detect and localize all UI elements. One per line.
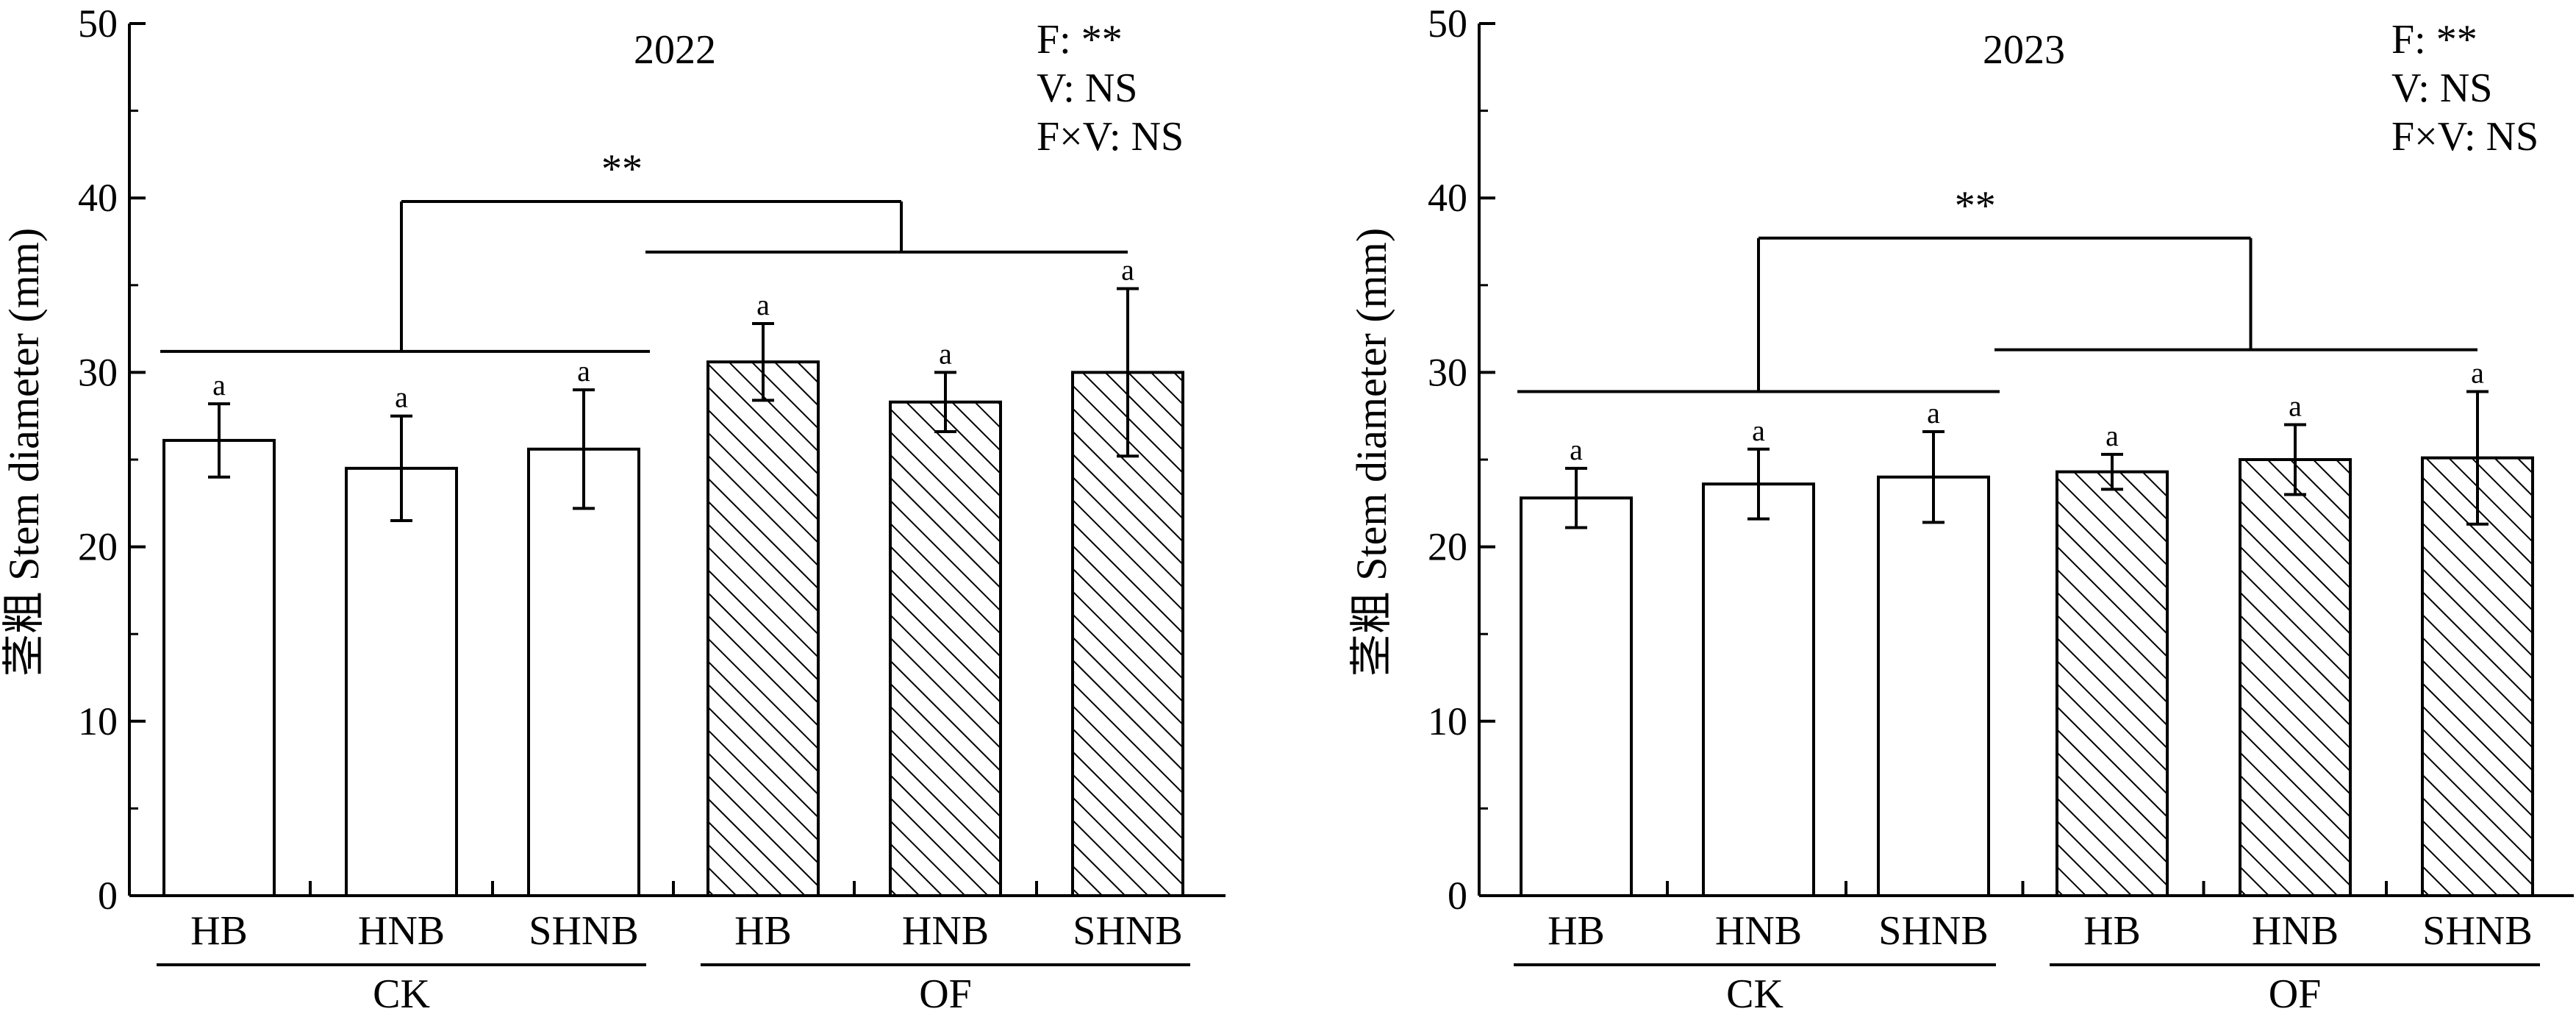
- significance-letter: a: [1570, 433, 1583, 466]
- significance-letter: a: [395, 381, 408, 414]
- significance-stars: **: [1955, 183, 1996, 229]
- significance-letter: a: [2289, 390, 2302, 423]
- significance-letter: a: [212, 368, 226, 402]
- significance-letter: a: [2105, 419, 2119, 452]
- significance-letter: a: [577, 354, 590, 388]
- y-tick-label: 40: [1428, 176, 1467, 220]
- y-tick-label: 30: [1428, 350, 1467, 394]
- y-tick-label: 0: [98, 874, 118, 918]
- stats-label: F×V: NS: [2391, 114, 2539, 160]
- x-tick-label: SHNB: [529, 908, 638, 954]
- bar-OF-HNB: [2239, 458, 2352, 897]
- significance-letter: a: [1121, 254, 1134, 287]
- stats-label: F: **: [1037, 17, 1123, 63]
- bar-CK-SHNB: [527, 447, 640, 897]
- chart-title: 2023: [1983, 27, 2065, 73]
- chart-panel-2022: 0 10 20 30 40 50 茎粗 Stem diameter (mm) 2022 F: *…: [0, 1, 1226, 1017]
- bar-OF-SHNB: [1071, 371, 1184, 897]
- y-axis-label: 茎粗 Stem diameter (mm): [0, 228, 48, 677]
- x-tick-label: SHNB: [1878, 908, 1988, 954]
- y-tick-label: 50: [78, 1, 118, 46]
- x-tick-label: HNB: [902, 908, 989, 954]
- y-tick-label: 10: [1428, 699, 1467, 743]
- y-tick-label: 0: [1448, 874, 1467, 918]
- bar-CK-HNB: [1702, 482, 1815, 897]
- bar-OF-HB: [2056, 470, 2169, 897]
- significance-stars: **: [601, 146, 643, 192]
- stats-label: V: NS: [1037, 65, 1137, 111]
- y-tick-label: 50: [1428, 1, 1467, 46]
- group-label: CK: [373, 971, 430, 1017]
- group-label: OF: [2269, 971, 2322, 1017]
- chart-title: 2022: [634, 27, 716, 73]
- x-tick-label: HB: [190, 908, 248, 954]
- significance-letter: a: [2471, 356, 2484, 389]
- x-tick-label: SHNB: [1073, 908, 1182, 954]
- x-tick-label: SHNB: [2422, 908, 2532, 954]
- bar-OF-HNB: [889, 400, 1002, 897]
- bar-OF-HB: [706, 360, 820, 897]
- x-tick-label: HNB: [358, 908, 445, 954]
- chart-panel-2023: 0 10 20 30 40 50 茎粗 Stem diameter (mm) 2023 F: *…: [1348, 1, 2574, 1017]
- x-tick-label: HNB: [2252, 908, 2339, 954]
- y-tick-label: 30: [78, 350, 118, 394]
- bar-CK-HNB: [345, 466, 458, 897]
- group-label: CK: [1726, 971, 1783, 1017]
- x-tick-label: HB: [734, 908, 792, 954]
- y-axis-label: 茎粗 Stem diameter (mm): [1348, 228, 1395, 677]
- bar-CK-HB: [162, 438, 276, 897]
- x-tick-label: HB: [1548, 908, 1605, 954]
- significance-letter: a: [1927, 396, 1940, 429]
- x-tick-label: HB: [2083, 908, 2141, 954]
- y-tick-label: 20: [1428, 525, 1467, 569]
- bar-CK-SHNB: [1877, 475, 1990, 897]
- stats-label: F×V: NS: [1037, 114, 1184, 160]
- significance-letter: a: [756, 288, 770, 321]
- stats-label: F: **: [2391, 17, 2477, 63]
- stats-label: V: NS: [2391, 65, 2492, 111]
- significance-letter: a: [1752, 414, 1765, 447]
- x-tick-label: HNB: [1715, 908, 1802, 954]
- y-tick-label: 10: [78, 699, 118, 743]
- y-tick-label: 40: [78, 176, 118, 220]
- significance-letter: a: [939, 337, 952, 370]
- bar-CK-HB: [1520, 496, 1633, 897]
- y-tick-label: 20: [78, 525, 118, 569]
- group-label: OF: [919, 971, 972, 1017]
